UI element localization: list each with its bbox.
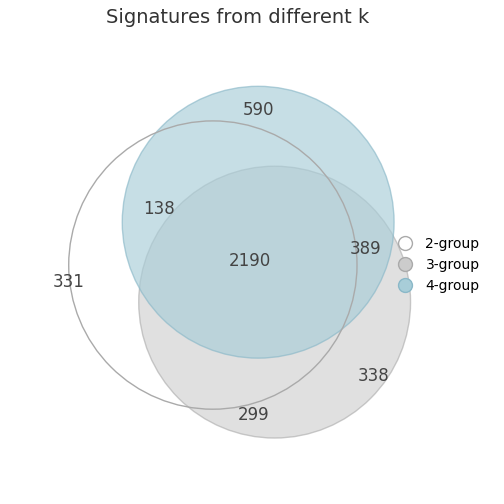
Text: 590: 590 (242, 101, 274, 119)
Text: 338: 338 (358, 367, 390, 385)
Text: 331: 331 (53, 273, 85, 290)
Title: Signatures from different k: Signatures from different k (106, 8, 369, 27)
Text: 138: 138 (144, 200, 175, 218)
Circle shape (122, 86, 394, 358)
Text: 2190: 2190 (229, 252, 271, 270)
Text: 389: 389 (349, 239, 381, 258)
Circle shape (139, 166, 411, 438)
Text: 299: 299 (238, 406, 270, 424)
Legend: 2-group, 3-group, 4-group: 2-group, 3-group, 4-group (385, 231, 485, 298)
